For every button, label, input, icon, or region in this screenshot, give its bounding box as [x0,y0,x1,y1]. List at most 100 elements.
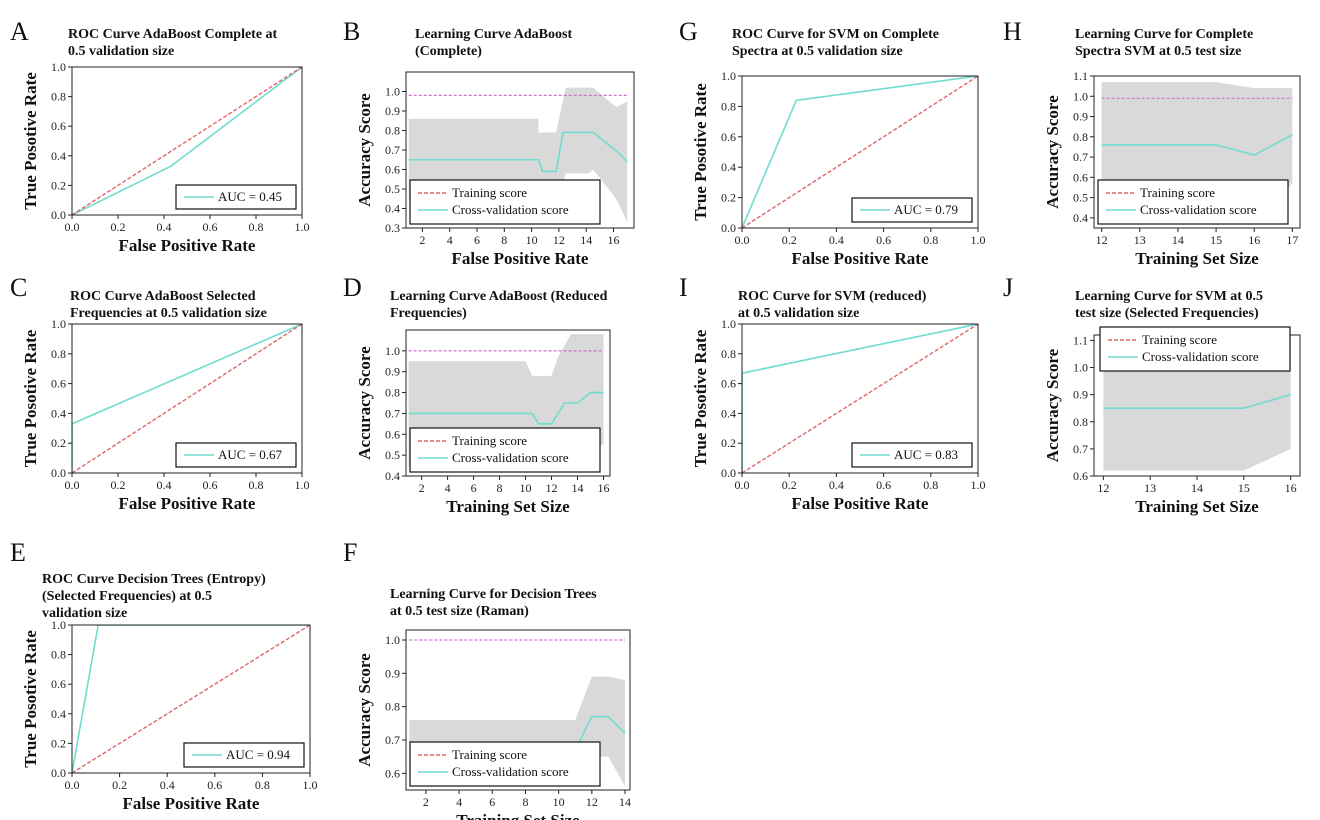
legend: Training score Cross-validation score [409,741,601,787]
y-tick-label: 0.8 [1073,415,1088,429]
chart-title-line: test size (Selected Frequencies) [1075,306,1259,321]
y-tick-label: 0.6 [385,163,400,177]
y-tick-label: 0.7 [385,733,400,747]
panel-f: F Learning Curve for Decision Trees at 0.5… [343,538,631,820]
plot-area [72,324,302,473]
plot-frame [741,323,979,474]
plot-frame [741,75,979,229]
x-tick-label: 8 [522,795,528,809]
y-tick-label: 0.9 [1073,110,1088,124]
y-tick-label: 0.6 [1073,469,1088,483]
x-tick-label: 17 [1286,233,1298,247]
legend-label: Cross-validation score [452,764,569,779]
x-tick-label: 1.0 [295,478,310,492]
x-tick-label: 16 [1248,233,1260,247]
panel-letter: J [1003,273,1013,302]
x-tick-label: 2 [423,795,429,809]
y-tick-label: 0.8 [385,386,400,400]
x-tick-label: 0.2 [782,233,797,247]
chart-title-line: 0.5 validation size [68,44,174,59]
chart-title-line: at 0.5 validation size [738,306,859,321]
y-axis-label: Accuracy Score [1043,348,1062,462]
y-tick-label: 0.5 [385,182,400,196]
x-tick-label: 0.2 [111,478,126,492]
y-tick-label: 1.0 [385,344,400,358]
x-tick-label: 0.8 [249,478,264,492]
y-tick-label: 1.1 [1073,69,1088,83]
x-tick-label: 12 [1096,233,1108,247]
chart-title-line: ROC Curve AdaBoost Complete at [68,27,278,42]
legend-label: Training score [1140,185,1215,200]
legend-label: Training score [452,747,527,762]
y-tick-label: 0.8 [1073,130,1088,144]
x-tick-label: 12 [1097,481,1109,495]
y-tick-label: 1.0 [51,618,66,632]
diagonal-reference-line [742,76,978,228]
x-tick-label: 0.4 [829,233,844,247]
legend: Training score Cross-validation score [409,427,601,473]
y-tick-label: 0.9 [1073,388,1088,402]
x-tick-label: 0.4 [829,478,844,492]
plot-area [742,76,978,228]
x-tick-label: 0.6 [876,233,891,247]
legend: AUC = 0.94 [183,742,305,768]
chart-title-line: Learning Curve for Complete [1075,27,1253,42]
legend-label: AUC = 0.83 [894,447,958,462]
y-axis-label: Accuracy Score [1043,95,1062,209]
chart-title-line: Learning Curve for Decision Trees [390,587,597,602]
legend: AUC = 0.79 [851,197,973,223]
legend-label: Cross-validation score [1140,202,1257,217]
x-tick-label: 0.8 [249,220,264,234]
x-tick-label: 8 [501,233,507,247]
x-tick-label: 14 [580,233,592,247]
x-tick-label: 0.8 [923,478,938,492]
x-tick-label: 1.0 [971,233,986,247]
legend-box [1097,179,1289,225]
legend: AUC = 0.67 [175,442,297,468]
y-tick-label: 1.0 [1073,89,1088,103]
panel-letter: C [10,273,27,302]
y-tick-label: 0.8 [385,700,400,714]
legend-box [409,179,601,225]
x-tick-label: 14 [619,795,631,809]
panel-letter: B [343,17,360,46]
legend-label: Cross-validation score [1142,349,1259,364]
x-tick-label: 13 [1144,481,1156,495]
y-tick-label: 0.9 [385,666,400,680]
legend: Training score Cross-validation score [1097,179,1289,225]
x-tick-label: 15 [1210,233,1222,247]
y-tick-label: 0.8 [51,90,66,104]
y-axis-label: Accuracy Score [355,653,374,767]
y-tick-label: 0.7 [1073,150,1088,164]
y-axis-label: True Posotive Rate [21,630,40,768]
panel-letter: E [10,538,26,567]
chart-title-line: Frequencies) [390,306,467,321]
y-axis-label: Accuracy Score [355,93,374,207]
x-axis-label: Training Set Size [1135,249,1259,268]
x-axis-label: False Positive Rate [123,794,260,813]
y-tick-label: 0.6 [1073,170,1088,184]
y-tick-label: 0.6 [385,427,400,441]
y-tick-label: 0.8 [721,99,736,113]
x-axis-label: False Positive Rate [119,494,256,513]
y-tick-label: 0.6 [51,119,66,133]
y-tick-label: 0.5 [1073,191,1088,205]
legend-label: Cross-validation score [452,450,569,465]
legend-label: AUC = 0.67 [218,447,283,462]
panel-c: C ROC Curve AdaBoost Selected Frequencies … [10,273,310,513]
x-tick-label: 0.4 [160,778,175,792]
legend-label: Cross-validation score [452,202,569,217]
x-tick-label: 4 [445,481,451,495]
y-tick-label: 0.0 [51,208,66,222]
x-tick-label: 16 [608,233,620,247]
x-axis-label: Training Set Size [456,811,580,820]
chart-title-line: ROC Curve AdaBoost Selected [70,289,256,304]
x-tick-label: 10 [526,233,538,247]
y-tick-label: 0.9 [385,365,400,379]
y-tick-label: 1.1 [1073,333,1088,347]
x-tick-label: 10 [520,481,532,495]
panel-letter: A [10,17,29,46]
panel-letter: D [343,273,362,302]
y-tick-label: 1.0 [721,317,736,331]
